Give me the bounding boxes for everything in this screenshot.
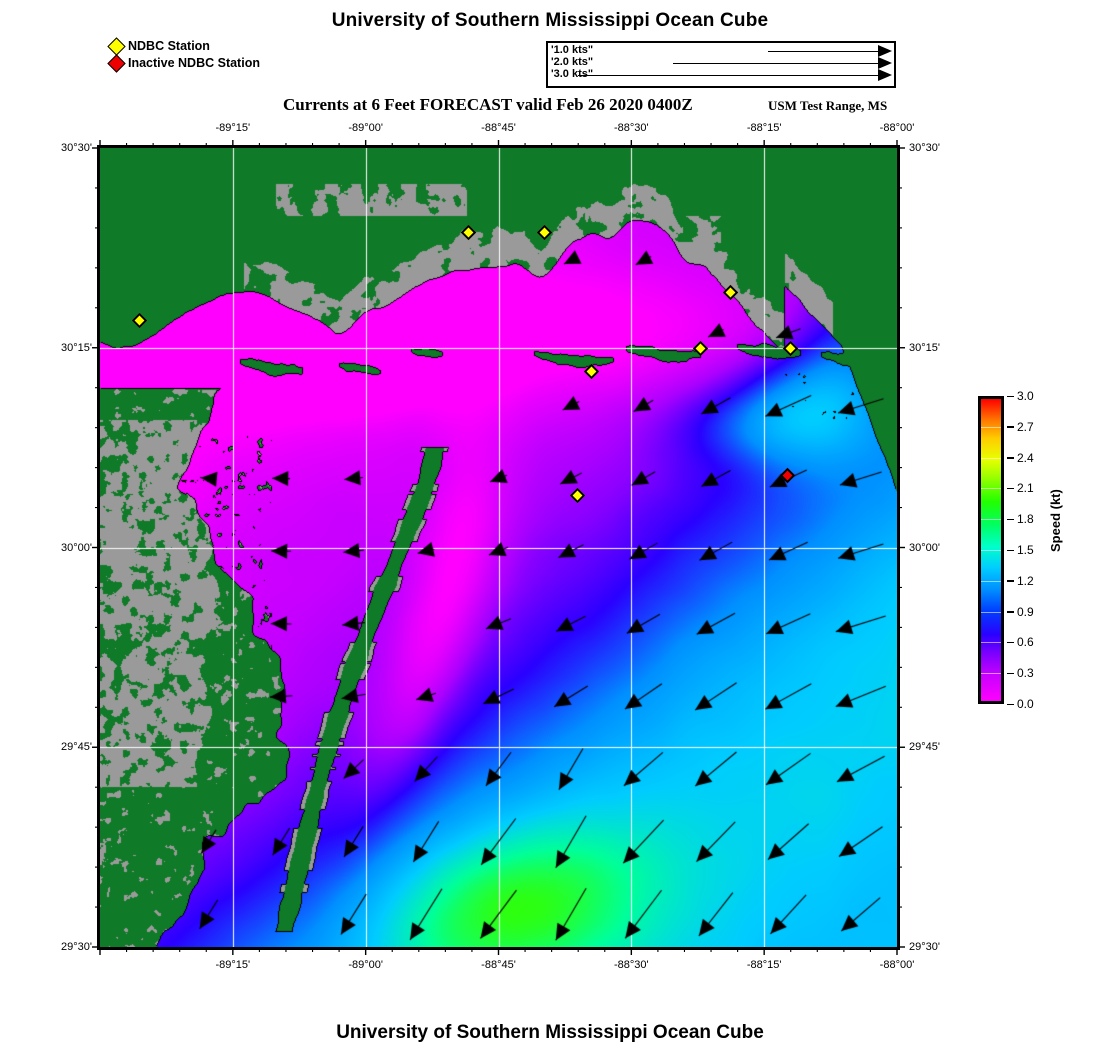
axis-label-left-4: 29°30' [61, 941, 92, 953]
vector-shaft [673, 63, 878, 64]
colorbar-tick-label-8: 2.4 [1017, 450, 1034, 465]
vector-shaft [578, 75, 878, 76]
colorbar-tick [1007, 395, 1014, 397]
colorbar-gridline [981, 426, 1001, 428]
colorbar-tick-label-5: 1.5 [1017, 543, 1034, 557]
vector-key-label: '1.0 kts" [551, 44, 594, 56]
vector-key-row: '1.0 kts" [548, 45, 894, 58]
vector-key-label: '3.0 kts" [551, 68, 594, 80]
axis-label-top-0: -89°15' [215, 122, 251, 134]
forecast-subtitle: Currents at 6 Feet FORECAST valid Feb 26… [283, 95, 693, 114]
station-legend: NDBC Station Inactive NDBC Station [107, 36, 260, 73]
colorbar-tick [1007, 611, 1014, 613]
axis-label-right-2: 30°00' [909, 541, 940, 554]
colorbar-gridline [981, 673, 1001, 675]
vector-arrowhead-icon [878, 57, 892, 69]
axis-label-bottom-0: -89°15' [215, 959, 251, 971]
axis-label-top-5: -88°00' [879, 122, 915, 134]
test-range-label: USM Test Range, MS [768, 98, 888, 113]
axis-label-right-4: 29°30' [909, 941, 940, 953]
colorbar-gridline [981, 519, 1001, 521]
legend-item-inactive-station: Inactive NDBC Station [107, 53, 260, 73]
vector-key-row: '3.0 kts" [548, 69, 894, 82]
colorbar-gridline [981, 488, 1001, 490]
colorbar-tick-label-10: 3.0 [1017, 389, 1034, 403]
axis-label-top-1: -89°00' [348, 122, 383, 134]
axis-label-right-3: 29°45' [909, 741, 940, 754]
diamond-marker-icon [107, 36, 126, 56]
colorbar-tick-label-7: 2.1 [1017, 481, 1034, 496]
legend-item-active-station: NDBC Station [107, 36, 260, 56]
colorbar-tick-label-4: 1.2 [1017, 573, 1034, 588]
colorbar-gridline [981, 550, 1001, 551]
colorbar-gridline [981, 611, 1001, 613]
axis-label-right-0: 30°30' [909, 142, 940, 154]
axis-label-bottom-3: -88°30' [614, 959, 649, 971]
vector-shaft [768, 51, 878, 52]
colorbar-tick [1007, 518, 1014, 521]
colorbar-tick [1007, 703, 1014, 705]
colorbar-tick-label-0: 0.0 [1017, 697, 1034, 711]
axis-label-top-2: -88°45' [481, 122, 516, 134]
vector-arrowhead-icon [878, 45, 892, 57]
legend-label-active: NDBC Station [128, 39, 210, 53]
axis-label-left-2: 30°00' [61, 541, 92, 554]
colorbar-tick-label-6: 1.8 [1017, 512, 1034, 527]
axis-label-right-1: 30°15' [909, 341, 940, 354]
colorbar-tick [1007, 580, 1014, 582]
colorbar-tick-label-2: 0.6 [1017, 635, 1034, 650]
axis-label-bottom-2: -88°45' [481, 959, 516, 971]
velocity-scale-key: '1.0 kts" '2.0 kts" '3.0 kts" [546, 41, 896, 88]
colorbar-tick [1007, 672, 1014, 675]
axis-label-left-0: 30°30' [61, 142, 92, 154]
vector-arrowhead-icon [878, 69, 892, 81]
colorbar-tick [1007, 426, 1014, 428]
colorbar-tick-label-1: 0.3 [1017, 666, 1034, 681]
footer-title: University of Southern Mississippi Ocean… [336, 1022, 764, 1043]
vector-key-label: '2.0 kts" [551, 56, 594, 68]
axis-label-bottom-1: -89°00' [348, 959, 383, 971]
speed-colorbar: 0.0 0.3 0.6 0.9 1.2 1.5 1.8 2.1 2.4 2.7 3.0 [978, 389, 1034, 711]
page-title: University of Southern Mississippi Ocean… [331, 10, 769, 31]
axis-label-top-3: -88°30' [614, 122, 649, 134]
colorbar-tick [1007, 457, 1014, 459]
colorbar-tick [1007, 641, 1014, 644]
colorbar-axis-title: Speed (kt) [1048, 489, 1063, 552]
diamond-marker-icon [107, 53, 126, 73]
colorbar-gridline [981, 642, 1001, 644]
map-raster-layer [100, 148, 897, 947]
colorbar-tick [1007, 487, 1014, 490]
currents-map[interactable] [97, 145, 900, 950]
vector-key-row: '2.0 kts" [548, 57, 894, 70]
axis-label-left-3: 29°45' [61, 741, 92, 754]
legend-label-inactive: Inactive NDBC Station [128, 56, 260, 70]
colorbar-gridline [981, 457, 1001, 459]
colorbar-tick-label-3: 0.9 [1017, 604, 1034, 619]
axis-label-bottom-4: -88°15' [746, 959, 782, 971]
axis-label-top-4: -88°15' [746, 122, 782, 134]
colorbar-tick-label-9: 2.7 [1017, 419, 1034, 434]
axis-label-bottom-5: -88°00' [879, 959, 915, 971]
axis-label-left-1: 30°15' [61, 341, 92, 354]
colorbar-tick [1007, 549, 1014, 551]
colorbar-gridline [981, 580, 1001, 582]
